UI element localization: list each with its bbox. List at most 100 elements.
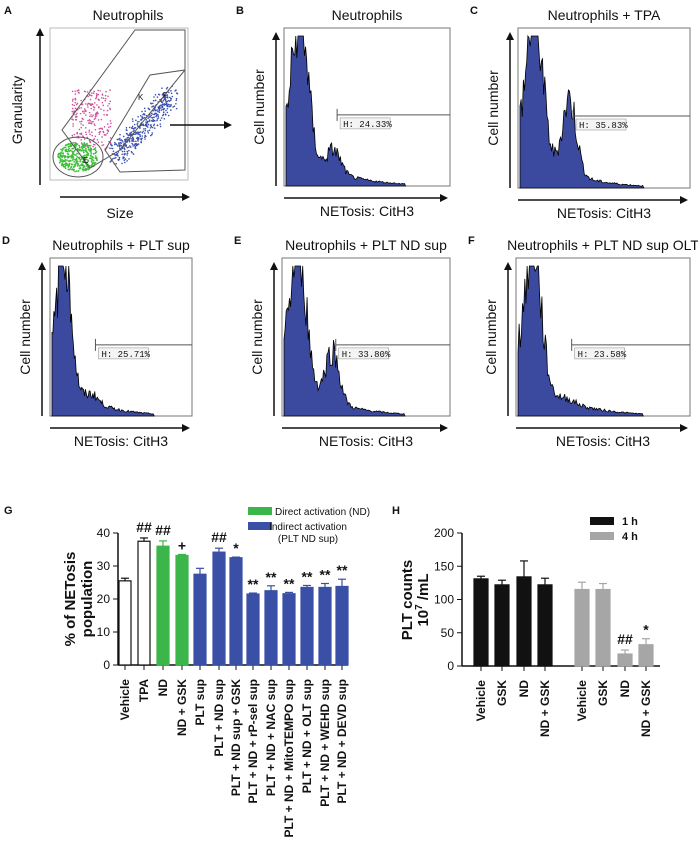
event-dot <box>156 109 158 111</box>
y-tick-label: 20 <box>97 592 111 606</box>
event-dot <box>87 146 90 149</box>
arrow-head-icon <box>38 262 46 270</box>
event-dot <box>131 118 134 120</box>
axis-label-y: Cell number <box>249 299 265 375</box>
event-dot <box>87 154 90 157</box>
event-dot <box>67 145 70 148</box>
event-dot <box>138 120 140 123</box>
histogram <box>51 265 155 417</box>
event-dot <box>91 103 94 106</box>
x-tick-label: ND + GSK <box>175 679 189 736</box>
arrow-head-icon <box>440 424 448 432</box>
event-dot <box>175 107 178 110</box>
axis-label-x: Size <box>106 205 133 221</box>
event-dot <box>88 111 91 114</box>
event-dot <box>124 153 127 155</box>
event-dot <box>72 123 74 125</box>
event-dot <box>134 145 137 148</box>
legend-label: Direct activation (ND) <box>275 507 370 518</box>
event-dot <box>136 121 139 123</box>
event-dot <box>123 159 126 161</box>
event-dot <box>144 129 147 132</box>
event-dot <box>76 152 79 155</box>
event-dot <box>143 136 146 139</box>
event-dot <box>93 106 96 109</box>
event-dot <box>93 90 95 93</box>
panel-title: Neutrophils + PLT sup <box>52 237 190 253</box>
event-dot <box>78 146 81 149</box>
legend-swatch <box>248 507 272 515</box>
event-dot <box>107 105 109 107</box>
event-dot <box>115 156 117 159</box>
event-dot <box>137 132 139 135</box>
event-dot <box>135 142 137 145</box>
event-dot <box>155 113 158 115</box>
gate-label-box <box>574 347 625 360</box>
event-dot <box>84 167 87 170</box>
event-dot <box>122 141 124 143</box>
event-dot <box>93 138 96 140</box>
event-dot <box>161 106 164 109</box>
significance-marker: ## <box>617 631 633 647</box>
event-dot <box>159 119 162 122</box>
significance-marker: ** <box>320 566 331 582</box>
event-dot <box>154 99 157 102</box>
event-dot <box>94 124 96 127</box>
event-dot <box>72 153 75 156</box>
event-dot <box>73 158 75 161</box>
event-dot <box>60 148 62 151</box>
event-dot <box>171 95 174 98</box>
bar <box>137 540 151 666</box>
event-dot <box>85 143 88 146</box>
legend-label: (PLT ND sup) <box>278 534 338 545</box>
x-tick-label: PLT + ND + rP-sel sup <box>246 679 260 803</box>
event-dot <box>108 102 111 105</box>
y-tick-label: 50 <box>441 626 455 640</box>
event-dot <box>77 89 80 91</box>
significance-marker: * <box>643 622 649 638</box>
event-dot <box>140 140 142 142</box>
event-dot <box>143 113 146 116</box>
event-dot <box>152 113 154 116</box>
event-dot <box>72 125 74 127</box>
event-dot <box>111 144 113 147</box>
event-dot <box>74 116 77 118</box>
x-tick-label: PLT + ND + DEVD sup <box>335 679 349 803</box>
event-dot <box>94 128 97 131</box>
event-dot <box>170 99 172 102</box>
event-dot <box>79 167 82 170</box>
event-dot <box>103 109 105 112</box>
event-dot <box>165 109 167 112</box>
gate-label: K <box>138 93 144 102</box>
axis-label-y: Cell number <box>483 299 499 375</box>
event-dot <box>80 163 83 166</box>
event-dot <box>94 144 96 146</box>
axis-label-x: NETosis: CitH3 <box>557 205 651 221</box>
event-dot <box>170 97 173 100</box>
significance-marker: ## <box>155 522 171 538</box>
event-dot <box>75 154 77 156</box>
event-dot <box>90 94 93 97</box>
event-dot <box>97 89 99 92</box>
event-dot <box>126 152 129 155</box>
event-dot <box>117 155 119 157</box>
event-dot <box>147 130 149 132</box>
event-dot <box>144 138 146 140</box>
event-dot <box>69 143 72 146</box>
event-dot <box>81 103 83 106</box>
event-dot <box>86 104 89 106</box>
event-dot <box>78 164 81 167</box>
event-dot <box>79 132 81 135</box>
event-dot <box>124 158 127 160</box>
event-dot <box>164 113 167 115</box>
event-dot <box>79 120 81 123</box>
event-dot <box>74 93 77 95</box>
bar <box>264 590 278 666</box>
event-dot <box>92 143 95 146</box>
event-dot <box>79 148 82 151</box>
event-dot <box>152 124 155 127</box>
event-dot <box>160 117 163 119</box>
axis-label-y: Cell number <box>485 70 501 146</box>
axis-label-y: Cell number <box>17 299 33 375</box>
